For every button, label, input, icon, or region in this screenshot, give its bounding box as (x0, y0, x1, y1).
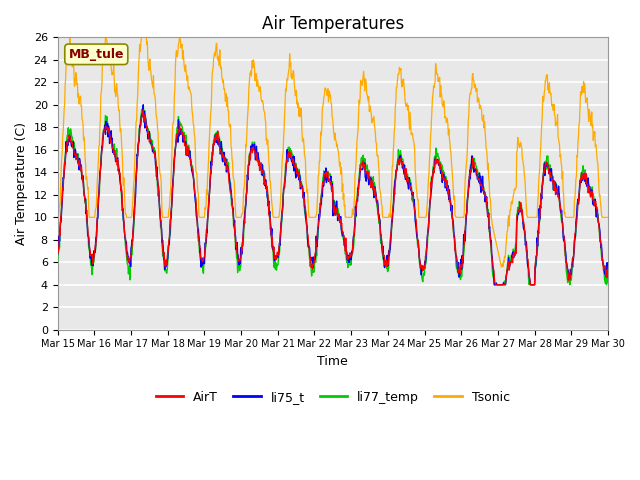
X-axis label: Time: Time (317, 355, 348, 368)
Y-axis label: Air Temperature (C): Air Temperature (C) (15, 122, 28, 245)
Text: MB_tule: MB_tule (68, 48, 124, 61)
Legend: AirT, li75_t, li77_temp, Tsonic: AirT, li75_t, li77_temp, Tsonic (151, 385, 515, 408)
Title: Air Temperatures: Air Temperatures (262, 15, 404, 33)
